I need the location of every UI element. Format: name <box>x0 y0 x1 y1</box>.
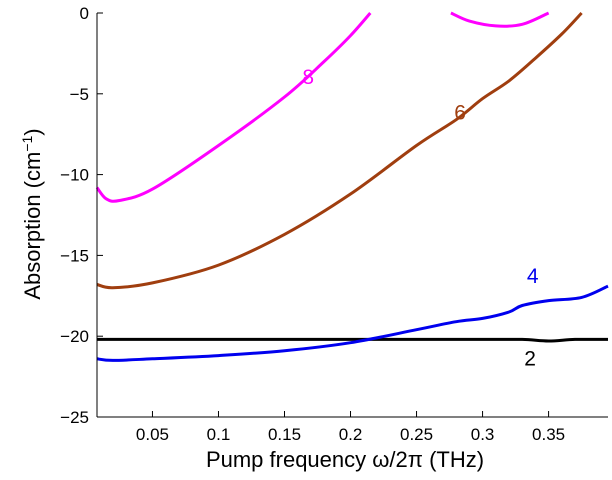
x-tick-label: 0.25 <box>400 425 433 444</box>
x-ticks: 0.05 0.1 0.15 0.2 0.25 0.3 0.35 <box>136 411 565 444</box>
y-tick-label: −15 <box>60 246 89 265</box>
x-axis-label: Pump frequency ω/2π (THz) <box>206 447 484 472</box>
curve-8-part-2 <box>450 11 550 28</box>
curve-2 <box>97 337 609 343</box>
y-tick-label: 0 <box>80 4 89 23</box>
y-tick-label: −25 <box>60 408 89 427</box>
y-tick-label: −5 <box>70 85 89 104</box>
y-axis-label-main: Absorption (cm <box>20 152 45 300</box>
x-tick-label: 0.15 <box>268 425 301 444</box>
y-axis-label-close: ) <box>20 128 45 135</box>
x-tick-label: 0.1 <box>207 425 231 444</box>
curve-8-part-1 <box>95 12 372 203</box>
y-ticks: 0 −5 −10 −15 −20 −25 <box>60 4 103 427</box>
curve-label-8: 8 <box>302 66 314 89</box>
plot-area <box>97 13 608 417</box>
y-tick-label: −10 <box>60 166 89 185</box>
curve-label-4: 4 <box>527 265 539 288</box>
x-tick-label: 0.05 <box>136 425 169 444</box>
x-tick-label: 0.35 <box>532 425 565 444</box>
x-tick-label: 0.3 <box>471 425 495 444</box>
y-tick-label: −20 <box>60 327 89 346</box>
y-axis-label: Absorption (cm−1) <box>19 128 45 299</box>
curve-4 <box>96 284 609 362</box>
x-tick-label: 0.2 <box>339 425 363 444</box>
curve-6 <box>96 11 583 290</box>
y-axis-label-sup: −1 <box>19 135 35 151</box>
curves <box>95 11 609 362</box>
curve-labels: 2 4 6 8 <box>302 66 538 370</box>
curve-label-2: 2 <box>524 347 536 370</box>
curve-label-6: 6 <box>454 102 466 125</box>
